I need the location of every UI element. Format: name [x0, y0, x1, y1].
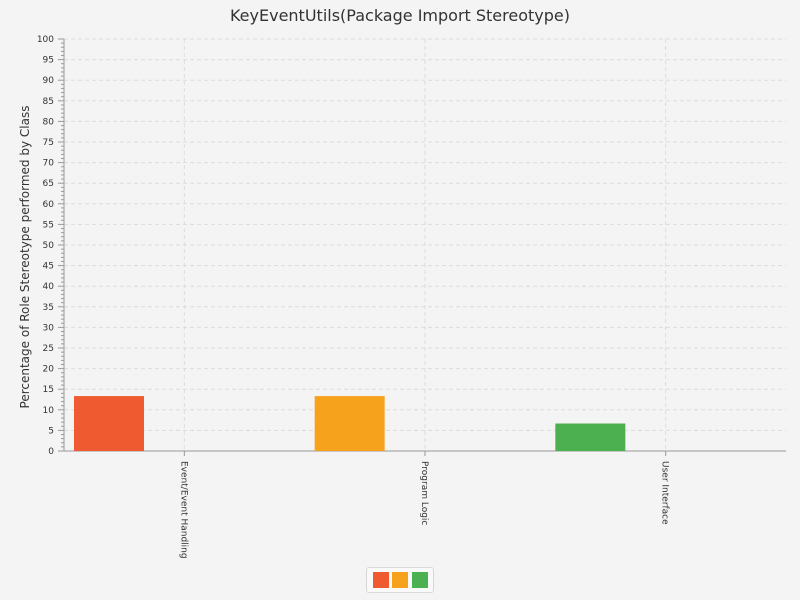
y-tick-label: 30 — [43, 323, 55, 333]
y-tick-label: 10 — [43, 406, 55, 416]
y-axis-title: Percentage of Role Stereotype performed … — [18, 106, 32, 409]
y-tick-label: 15 — [43, 385, 54, 395]
legend-swatch — [411, 572, 428, 588]
y-tick-label: 55 — [43, 220, 54, 230]
y-tick-label: 35 — [43, 303, 54, 313]
y-tick-label: 65 — [43, 179, 54, 189]
y-tick-label: 5 — [48, 426, 54, 436]
y-tick-label: 45 — [43, 262, 54, 272]
x-category-label: Program Logic — [419, 461, 429, 525]
y-tick-label: 20 — [43, 365, 55, 375]
y-tick-label: 40 — [43, 282, 55, 292]
x-category-label: Event/Event Handling — [178, 461, 188, 559]
y-tick-label: 25 — [43, 344, 54, 354]
y-tick-label: 85 — [43, 97, 54, 107]
bar-program-logic — [314, 396, 385, 451]
bar-event-event-handling — [74, 396, 144, 451]
y-tick-label: 90 — [43, 76, 55, 86]
y-tick-label: 0 — [48, 447, 54, 457]
chart-title: KeyEventUtils(Package Import Stereotype) — [229, 6, 570, 25]
x-category-label: User Interface — [660, 461, 670, 525]
y-tick-label: 70 — [43, 159, 55, 169]
y-tick-label: 100 — [37, 35, 54, 45]
legend — [366, 567, 434, 593]
legend-swatch — [392, 572, 408, 588]
bar-user-interface — [555, 423, 626, 451]
legend-swatch — [372, 572, 389, 588]
y-tick-label: 95 — [43, 56, 54, 66]
y-tick-label: 50 — [43, 241, 55, 251]
y-tick-label: 60 — [43, 200, 55, 210]
y-tick-label: 80 — [43, 117, 55, 127]
y-tick-label: 75 — [43, 138, 54, 148]
